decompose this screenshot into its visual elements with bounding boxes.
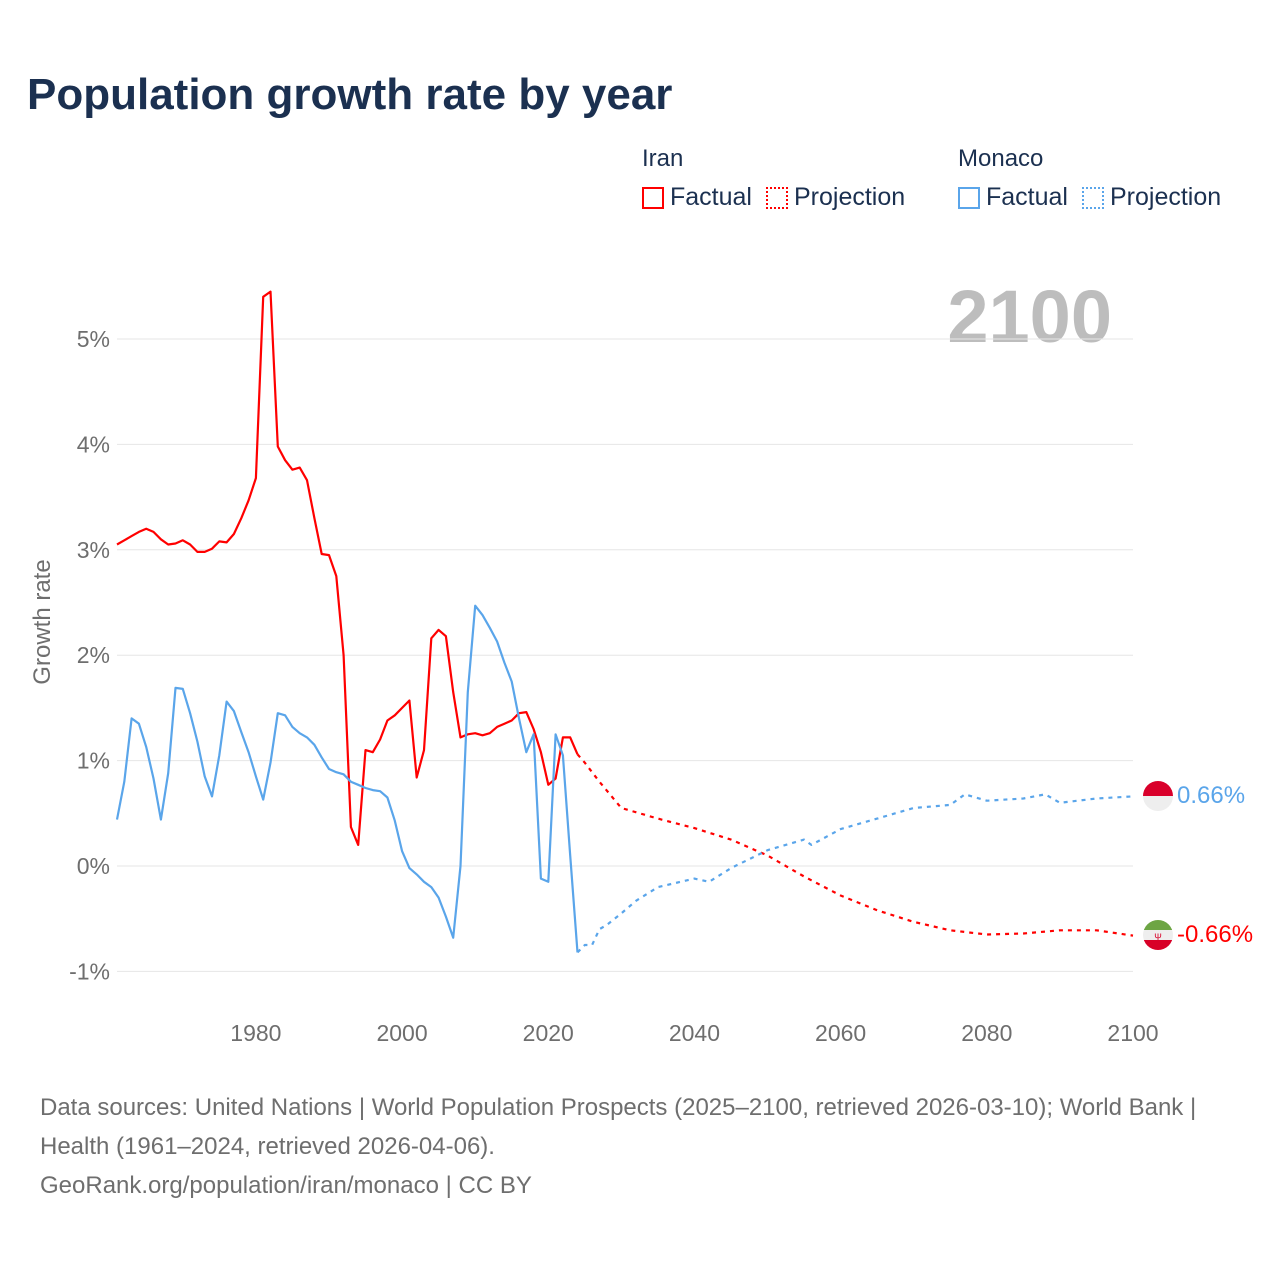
legend-group-monaco: Monaco Factual Projection (958, 145, 1235, 212)
iran-flag-icon: Ψ (1143, 920, 1173, 950)
series-line-monaco-factual (115, 604, 579, 953)
footer: Data sources: United Nations | World Pop… (40, 1088, 1240, 1205)
legend-item-monaco-factual[interactable]: Factual (958, 183, 1068, 212)
x-tick-label: 2100 (1107, 1020, 1158, 1046)
y-tick-label: 3% (77, 537, 110, 563)
solid-swatch-icon (642, 186, 664, 209)
y-axis-label: Growth rate (29, 559, 56, 684)
page-title: Population growth rate by year (27, 70, 673, 119)
legend-label: Factual (670, 183, 752, 211)
x-tick-label: 2080 (961, 1020, 1012, 1046)
legend-label: Projection (1109, 183, 1222, 211)
monaco-end-label: 0.66% (1177, 782, 1245, 809)
solid-swatch-icon (958, 186, 980, 209)
y-tick-label: 1% (77, 748, 110, 774)
y-tick-label: 4% (77, 431, 110, 457)
y-tick-label: 0% (77, 853, 110, 879)
year-watermark: 2100 (947, 275, 1112, 358)
series-line-iran-projection (576, 753, 1134, 937)
dotted-swatch-icon (765, 186, 788, 209)
svg-text:Ψ: Ψ (1154, 932, 1162, 942)
iran-end-label: -0.66% (1177, 921, 1253, 948)
y-tick-label: 2% (77, 642, 110, 668)
legend-group-iran: Iran Factual Projection (642, 145, 919, 212)
data-sources: Data sources: United Nations | World Pop… (40, 1094, 1197, 1160)
legend-item-iran-projection[interactable]: Projection (765, 183, 906, 212)
monaco-flag-icon (1143, 781, 1173, 811)
legend-item-monaco-projection[interactable]: Projection (1081, 183, 1222, 212)
series-line-iran-factual (116, 290, 579, 847)
y-tick-label: -1% (69, 958, 110, 984)
legend-label: Projection (793, 183, 906, 211)
dotted-swatch-icon (1081, 186, 1104, 209)
x-tick-label: 2060 (815, 1020, 866, 1046)
legend-group-label: Iran (642, 145, 684, 172)
y-tick-label: 5% (77, 326, 110, 352)
x-tick-label: 2040 (669, 1020, 720, 1046)
legend-group-label: Monaco (958, 145, 1044, 172)
legend-item-iran-factual[interactable]: Factual (642, 183, 752, 212)
x-tick-label: 2000 (376, 1020, 427, 1046)
x-tick-label: 1980 (230, 1020, 281, 1046)
x-tick-label: 2020 (523, 1020, 574, 1046)
credit-link[interactable]: GeoRank.org/population/iran/monaco | CC … (40, 1172, 532, 1199)
legend-label: Factual (986, 183, 1068, 211)
series-line-monaco-projection (576, 793, 1134, 954)
